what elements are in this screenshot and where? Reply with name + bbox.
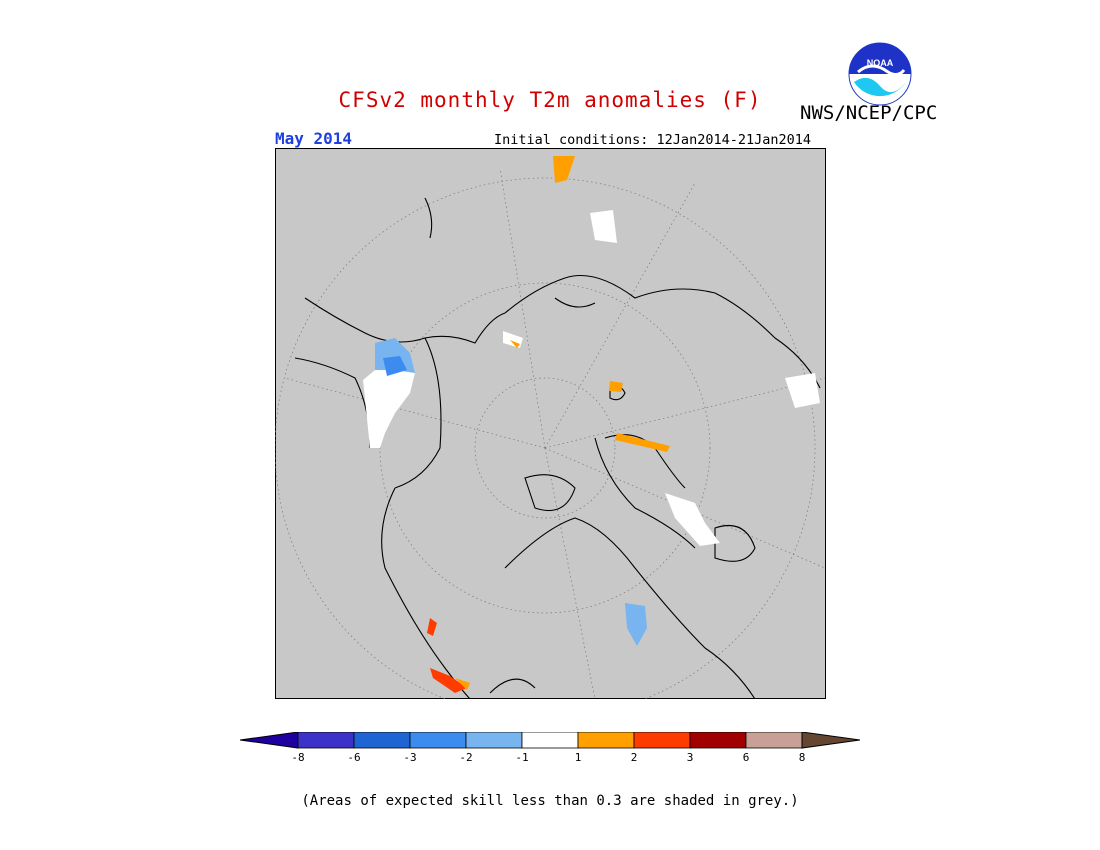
- legend-cell: [577, 732, 635, 749]
- legend-tick-label: 3: [686, 751, 694, 764]
- legend-cell: [745, 732, 803, 749]
- legend-tick-label: -8: [291, 751, 305, 764]
- color-legend: [240, 732, 860, 749]
- legend-cell: [353, 732, 411, 749]
- legend-tick-label: 2: [630, 751, 638, 764]
- coastlines: [294, 197, 821, 699]
- skill-footnote: (Areas of expected skill less than 0.3 a…: [301, 793, 799, 809]
- legend-tick-label: 1: [574, 751, 582, 764]
- legend-cell: [689, 732, 747, 749]
- legend-cell: [521, 732, 579, 749]
- legend-tick-label: -3: [403, 751, 417, 764]
- legend-cell: [633, 732, 691, 749]
- legend-tick-label: 8: [798, 751, 806, 764]
- map-background: [275, 148, 826, 699]
- legend-tick-label: -1: [515, 751, 529, 764]
- legend-cell: [297, 732, 355, 749]
- legend-arrow-high: [801, 732, 860, 749]
- agency-label: NWS/NCEP/CPC: [800, 102, 938, 124]
- forecast-month: May 2014: [275, 129, 353, 148]
- legend-cell: [465, 732, 523, 749]
- legend-cell: [409, 732, 467, 749]
- legend-tick-label: 6: [742, 751, 750, 764]
- legend-tick-label: -2: [459, 751, 473, 764]
- chart-title: CFSv2 monthly T2m anomalies (F): [338, 88, 762, 112]
- anomaly-shading: [363, 156, 820, 693]
- svg-text:NOAA: NOAA: [867, 58, 894, 68]
- noaa-logo: NOAA: [848, 42, 912, 106]
- legend-tick-label: -6: [347, 751, 361, 764]
- legend-arrow-low: [240, 732, 299, 749]
- polar-map: [275, 148, 826, 699]
- initial-conditions: Initial conditions: 12Jan2014-21Jan2014: [494, 132, 811, 148]
